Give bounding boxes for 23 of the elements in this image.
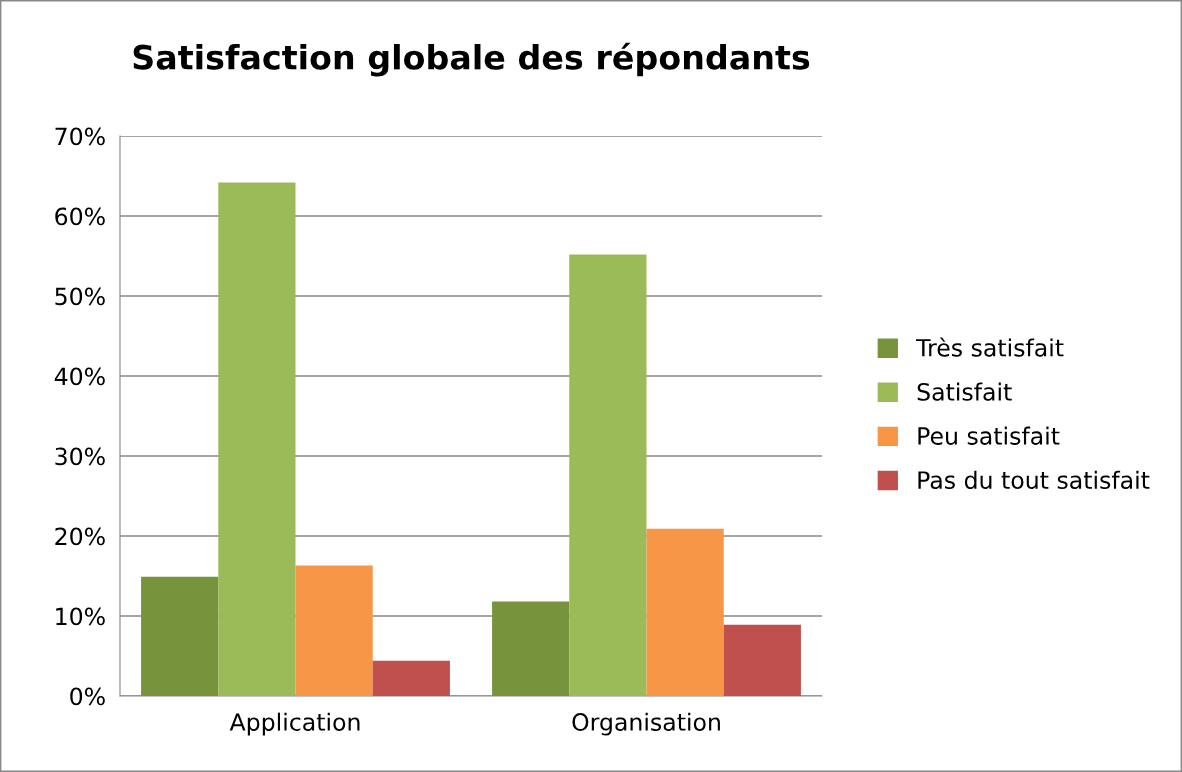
y-tick-label: 20% bbox=[55, 527, 105, 546]
x-tick-label: Organisation bbox=[572, 712, 720, 736]
y-tick-label: 30% bbox=[55, 447, 105, 466]
bar bbox=[723, 624, 801, 696]
bar bbox=[372, 660, 450, 696]
legend-label: Pas du tout satisfait bbox=[918, 470, 1150, 489]
y-tick-label: 0% bbox=[70, 687, 105, 706]
y-tick-label: 50% bbox=[55, 287, 105, 306]
bar bbox=[646, 528, 724, 696]
x-tick-label: Application bbox=[229, 712, 360, 736]
legend-label: Peu satisfait bbox=[918, 426, 1060, 445]
legend-label: Satisfait bbox=[917, 382, 1012, 401]
y-tick-label: 70% bbox=[55, 127, 105, 146]
y-tick-label: 10% bbox=[56, 607, 105, 626]
y-tick-label: 40% bbox=[54, 367, 105, 386]
bar bbox=[141, 576, 219, 696]
bar bbox=[492, 601, 570, 696]
bar bbox=[218, 182, 296, 696]
bar bbox=[569, 254, 647, 696]
y-tick-label: 60% bbox=[55, 207, 105, 226]
bar bbox=[295, 565, 373, 696]
chart-title: Satisfaction globale des répondants bbox=[133, 42, 810, 77]
legend-label: Très satisfait bbox=[916, 337, 1064, 357]
